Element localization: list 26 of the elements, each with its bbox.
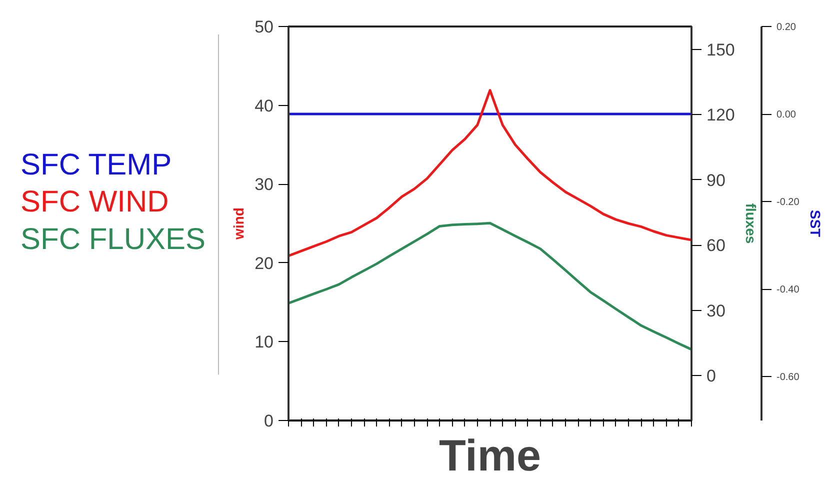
y2-tick-label: 150 xyxy=(706,40,735,60)
y3-tick-label: 0.20 xyxy=(776,22,796,33)
text: SFC FLUXES xyxy=(20,222,206,256)
y2-tick-label: 30 xyxy=(706,301,726,320)
y-tick-label: 0 xyxy=(264,412,274,430)
y3-tick-label: -0.20 xyxy=(776,197,800,208)
y2-tick-label: 90 xyxy=(706,170,726,190)
y2-tick-label: 0 xyxy=(706,366,716,386)
y2-axis-title: fluxes xyxy=(742,203,759,244)
text: SFC TEMP xyxy=(20,148,172,182)
y-tick-label: 40 xyxy=(254,96,274,116)
y-tick-label: 20 xyxy=(254,254,274,273)
y3-tick-label: 0.00 xyxy=(776,110,796,121)
text: SFC WIND xyxy=(20,186,169,219)
line-series xyxy=(288,89,692,258)
y-tick-label: 30 xyxy=(254,175,274,194)
y-tick-label: 50 xyxy=(254,18,274,36)
y3-tick-label: -0.60 xyxy=(776,372,800,384)
line-series xyxy=(288,222,692,351)
y2-tick-label: 120 xyxy=(706,106,735,125)
y3-axis-title: SST xyxy=(807,210,824,238)
x-axis-title: Time xyxy=(439,432,541,480)
y3-tick-label: -0.40 xyxy=(776,284,800,296)
y-tick-label: 10 xyxy=(254,332,274,352)
y2-tick-label: 60 xyxy=(706,236,726,256)
y-axis-title: wind xyxy=(230,208,247,240)
